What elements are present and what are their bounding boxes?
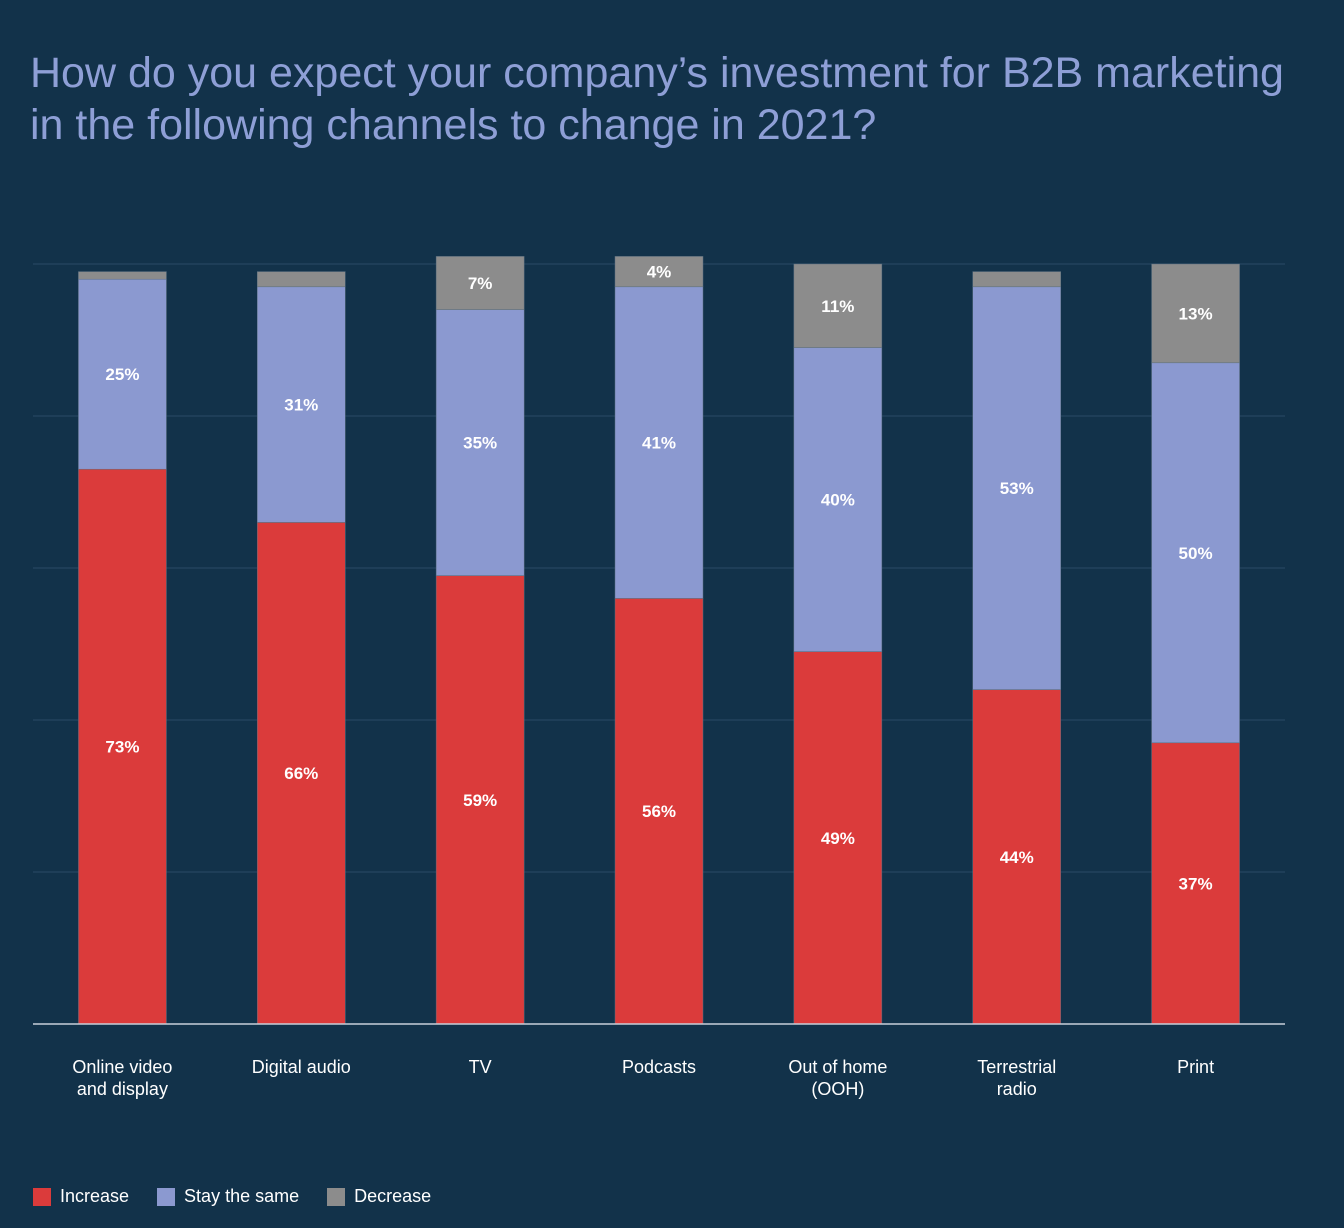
bar-stay-the-same bbox=[1151, 362, 1240, 744]
data-label: 35% bbox=[463, 434, 497, 453]
data-label: 40% bbox=[821, 491, 855, 510]
data-label: 31% bbox=[284, 396, 318, 415]
bar-decrease bbox=[1151, 263, 1240, 364]
category-label: TV bbox=[469, 1057, 492, 1077]
chart-title: How do you expect your company’s investm… bbox=[30, 49, 1284, 149]
category-label: and display bbox=[77, 1079, 168, 1099]
bar-stay-the-same bbox=[793, 347, 883, 652]
data-label: 13% bbox=[1179, 304, 1213, 323]
category-label: Online video bbox=[72, 1057, 172, 1077]
legend-label-increase: Increase bbox=[60, 1186, 130, 1206]
data-label: 11% bbox=[821, 297, 854, 316]
legend-label-decrease: Decrease bbox=[354, 1186, 432, 1206]
category-label: Podcasts bbox=[622, 1057, 696, 1077]
data-label: 7% bbox=[468, 274, 493, 293]
legend-item-stay-the-same: Stay the same bbox=[157, 1186, 299, 1207]
data-label: 73% bbox=[105, 738, 139, 757]
category-label: (OOH) bbox=[811, 1079, 864, 1099]
bar-decrease bbox=[614, 256, 704, 288]
legend-swatch-decrease bbox=[327, 1187, 346, 1206]
bar-increase bbox=[1151, 742, 1240, 1025]
bar-increase bbox=[793, 651, 883, 1025]
data-label: 50% bbox=[1179, 544, 1213, 563]
data-label: 25% bbox=[105, 365, 139, 384]
category-label: Print bbox=[1177, 1057, 1214, 1077]
category-label: radio bbox=[997, 1079, 1037, 1099]
legend-label-stay-the-same: Stay the same bbox=[184, 1186, 300, 1206]
legend-item-increase: Increase bbox=[33, 1186, 129, 1207]
data-label: 56% bbox=[642, 802, 676, 821]
bar-stay-the-same bbox=[78, 278, 167, 470]
bar-stay-the-same bbox=[972, 286, 1061, 690]
data-label: 41% bbox=[642, 434, 676, 453]
bar-decrease bbox=[793, 263, 883, 348]
bar-decrease bbox=[972, 271, 1061, 288]
bar-decrease bbox=[257, 271, 346, 288]
category-label: Digital audio bbox=[252, 1057, 351, 1077]
bar-decrease bbox=[78, 271, 167, 280]
bar-increase bbox=[78, 468, 167, 1025]
bar-decrease bbox=[435, 256, 525, 310]
data-label: 4% bbox=[647, 263, 672, 282]
legend-swatch-increase bbox=[33, 1187, 51, 1206]
bar-stay-the-same bbox=[614, 286, 704, 599]
data-label: 37% bbox=[1179, 874, 1213, 893]
category-label: Out of home bbox=[788, 1057, 887, 1077]
bar-increase bbox=[972, 689, 1061, 1025]
chart-legend: Increase Stay the same Decrease bbox=[33, 1186, 459, 1207]
data-label: 49% bbox=[821, 829, 855, 848]
data-label: 53% bbox=[1000, 479, 1034, 498]
bar-stay-the-same bbox=[435, 309, 525, 576]
bar-increase bbox=[435, 575, 525, 1025]
bar-stay-the-same bbox=[257, 286, 346, 523]
data-label: 66% bbox=[284, 764, 318, 783]
bar-increase bbox=[257, 522, 346, 1025]
legend-swatch-stay-the-same bbox=[157, 1187, 176, 1206]
data-label: 44% bbox=[1000, 848, 1034, 867]
data-label: 59% bbox=[463, 791, 497, 810]
legend-item-decrease: Decrease bbox=[327, 1186, 431, 1207]
bar-increase bbox=[614, 598, 704, 1025]
category-label: Terrestrial bbox=[977, 1057, 1056, 1077]
